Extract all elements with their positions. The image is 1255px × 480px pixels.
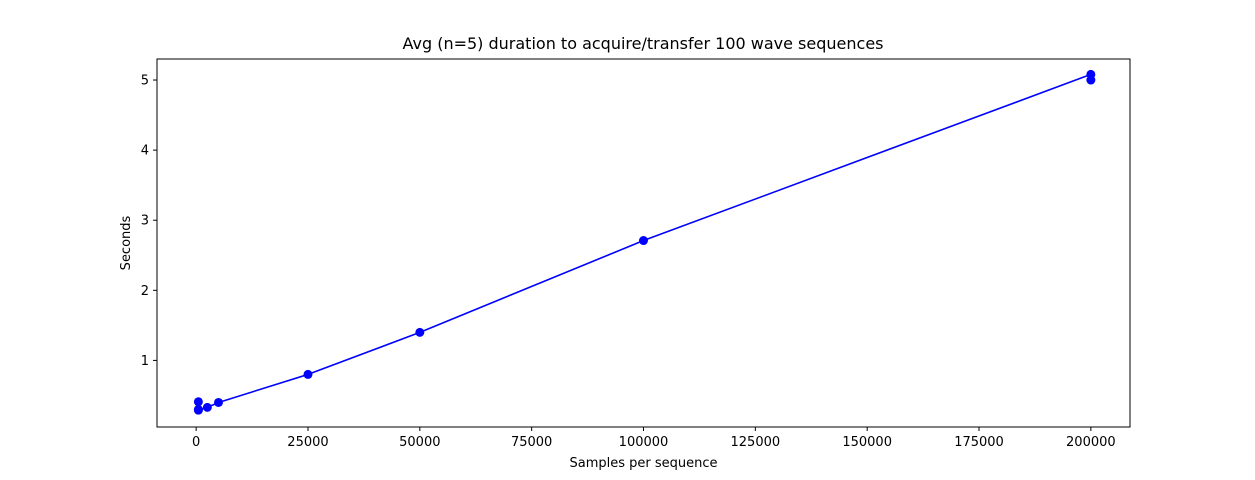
x-tick-label: 50000: [399, 435, 440, 450]
x-tick-label: 25000: [287, 435, 328, 450]
x-tick-label: 100000: [619, 435, 669, 450]
data-point: [639, 236, 648, 246]
data-point: [214, 397, 224, 407]
data-point: [303, 369, 313, 379]
series-layer: [193, 69, 1096, 415]
y-tick-label: 3: [141, 214, 149, 229]
y-axis-label: Seconds: [119, 215, 134, 270]
chart-title: Avg (n=5) duration to acquire/transfer 1…: [402, 34, 883, 53]
data-point: [193, 405, 203, 415]
x-tick-label: 175000: [954, 435, 1004, 450]
y-tick-label: 5: [141, 74, 149, 89]
x-tick-label: 125000: [731, 435, 781, 450]
x-tick-label: 75000: [511, 435, 552, 450]
x-tick-label: 150000: [842, 435, 892, 450]
data-point: [193, 397, 203, 407]
data-point: [202, 402, 212, 412]
data-point: [1086, 75, 1096, 85]
y-tick-label: 2: [141, 284, 149, 299]
x-tick-label: 0: [192, 435, 200, 450]
data-point: [415, 327, 425, 337]
plot-frame: [156, 58, 1131, 428]
x-axis-ticks: 0 25000 50000 75000 100000 125000 150000 175000…: [192, 427, 1116, 450]
y-tick-label: 1: [141, 354, 149, 369]
x-tick-label: 200000: [1066, 435, 1116, 450]
x-axis-label: Samples per sequence: [569, 456, 717, 471]
y-axis-ticks: 1 2 3 4 5: [141, 74, 157, 369]
y-tick-label: 4: [141, 144, 149, 159]
